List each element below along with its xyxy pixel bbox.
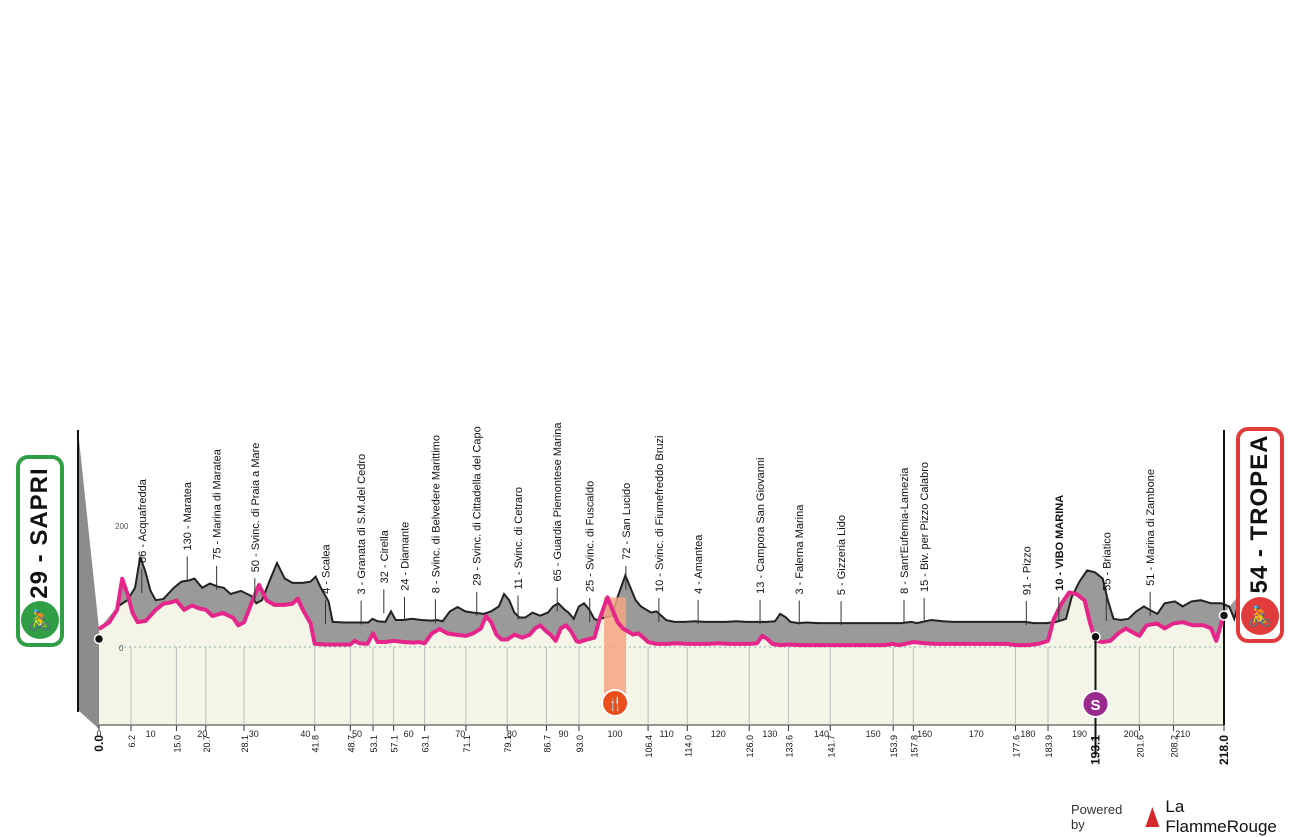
finish-label: 54 - TROPEA [1246, 434, 1273, 594]
distance-label: 218.0 [1217, 735, 1231, 765]
cyclist-icon: 🚴 [21, 601, 59, 639]
distance-label: 79.1 [503, 735, 513, 753]
sprint-glyph: S [1090, 697, 1100, 714]
waypoint-label: 4 - Amantea [693, 534, 705, 594]
waypoint-label: 55 - Briatico [1101, 532, 1113, 591]
x-tick-label: 190 [1072, 729, 1087, 739]
waypoint-label: 51 - Marina di Zambone [1145, 469, 1157, 586]
sprint-icon [1081, 690, 1110, 718]
x-tick-label: 40 [300, 729, 310, 739]
x-tick-label: 160 [917, 729, 932, 739]
distance-label: 201.6 [1135, 735, 1145, 758]
left-wall [78, 430, 99, 729]
x-tick-label: 20 [197, 729, 207, 739]
feed-zone-glyph: 🍴 [607, 696, 623, 712]
x-tick-label: 130 [762, 729, 777, 739]
waypoint-label: 8 - Sant'Eufemia-Lamezia [899, 467, 911, 594]
brand-name: La FlammeRouge [1165, 797, 1277, 836]
distance-label: 20.7 [202, 735, 212, 753]
distance-label: 153.9 [889, 735, 899, 758]
x-tick-label: 80 [507, 729, 517, 739]
x-tick-label: 120 [711, 729, 726, 739]
distance-label: 53.1 [369, 735, 379, 753]
y-tick-label: 200 [115, 522, 129, 531]
distance-label: 93.0 [575, 735, 585, 753]
waypoint-label: 3 - Falerna Marina [794, 504, 806, 595]
x-tick-label: 50 [352, 729, 362, 739]
distance-label: 157.8 [909, 735, 919, 758]
waypoint-label: 29 - Svinc. di Cittadella del Capo [472, 426, 484, 586]
finish-dot [1218, 610, 1230, 621]
waypoint-label: 15 - Biv. per Pizzo Calabro [919, 462, 931, 592]
waypoint-label: 75 - Marina di Maratea [212, 448, 224, 560]
waypoint-label: 10 - VIBO MARINA [1054, 495, 1066, 591]
waypoint-label: 50 - Svinc. di Praia a Mare [250, 443, 262, 573]
x-tick-label: 110 [659, 729, 673, 739]
waypoint-label: 72 - San Lucido [621, 483, 633, 560]
waypoint-label: 5 - Gizzeria Lido [836, 515, 848, 595]
distance-label: 177.6 [1012, 735, 1022, 758]
distance-label: 63.1 [421, 735, 431, 753]
waypoint-label: 65 - Guardia Piemontese Marina [552, 422, 564, 582]
waypoint-label: 86 - Acquafredda [137, 478, 149, 563]
x-tick-label: 100 [608, 729, 623, 739]
distance-label: 114.0 [683, 735, 693, 757]
distance-label: 0.0 [92, 735, 106, 752]
x-tick-label: 10 [146, 729, 156, 739]
flamme-rouge-logo-icon [1145, 807, 1160, 827]
x-tick-label: 200 [1124, 729, 1139, 739]
start-badge: 29 - SAPRI 🚴 [16, 455, 64, 647]
road-profile-line [97, 576, 1226, 648]
distance-label: 57.1 [390, 735, 400, 753]
footer-credit[interactable]: Powered by La FlammeRouge [1071, 797, 1300, 837]
x-tick-label: 90 [558, 729, 568, 739]
profile-relief [99, 556, 1242, 646]
ground-area [99, 578, 1224, 725]
distance-label: 141.7 [826, 735, 836, 758]
distance-label: 48.7 [346, 735, 356, 753]
distance-label: 208.2 [1169, 735, 1179, 758]
x-tick-label: 70 [455, 729, 465, 739]
start-label: 29 - SAPRI [26, 466, 53, 599]
waypoint-label: 25 - Svinc. di Fuscaldo [585, 481, 597, 592]
waypoint-label: 91 - Pizzo [1021, 546, 1033, 595]
finish-badge: 54 - TROPEA 🚴 [1236, 427, 1284, 643]
waypoint-label: 32 - Cirella [379, 529, 391, 583]
powered-by-text: Powered by [1071, 802, 1123, 832]
y-tick-label: 0 [119, 644, 124, 653]
waypoint-label: 130 - Maratea [182, 481, 194, 550]
distance-label: 6.2 [127, 735, 137, 748]
waypoint-label: 13 - Campora San Giovanni [755, 458, 767, 594]
waypoint-label: 10 - Svinc. di Fiumefreddo Bruzi [654, 436, 666, 593]
distance-label: 15.0 [172, 735, 182, 753]
waypoint-label: 8 - Svinc. di Belvedere Marittimo [430, 435, 442, 593]
x-tick-label: 0 [96, 729, 101, 739]
distance-label: 183.9 [1044, 735, 1054, 758]
cyclist-icon: 🚴 [1241, 597, 1279, 635]
distance-label: 86.7 [542, 735, 552, 753]
distance-label: 28.1 [240, 735, 250, 753]
distance-label: 41.8 [311, 735, 321, 753]
x-tick-label: 180 [1020, 729, 1035, 739]
waypoint-label: 24 - Diamante [399, 522, 411, 591]
waypoint-label: 11 - Svinc. di Cetraro [513, 487, 525, 590]
distance-label: 133.6 [784, 735, 794, 758]
start-dot [93, 633, 105, 645]
x-tick-label: 60 [404, 729, 414, 739]
distance-label: 71.1 [462, 735, 472, 753]
distance-label: 106.4 [644, 735, 654, 758]
waypoint-label: 4 - Scalea [321, 543, 333, 593]
intermediate-dot [1090, 631, 1101, 643]
x-tick-label: 150 [866, 729, 881, 739]
x-tick-label: 140 [814, 729, 829, 739]
x-tick-label: 210 [1175, 729, 1190, 739]
x-tick-label: 170 [969, 729, 984, 739]
distance-label: 126.0 [745, 735, 755, 758]
x-tick-label: 30 [249, 729, 259, 739]
waypoint-label: 3 - Granata di S.M.del Cedro [356, 454, 368, 595]
feed-zone-icon [601, 689, 630, 717]
